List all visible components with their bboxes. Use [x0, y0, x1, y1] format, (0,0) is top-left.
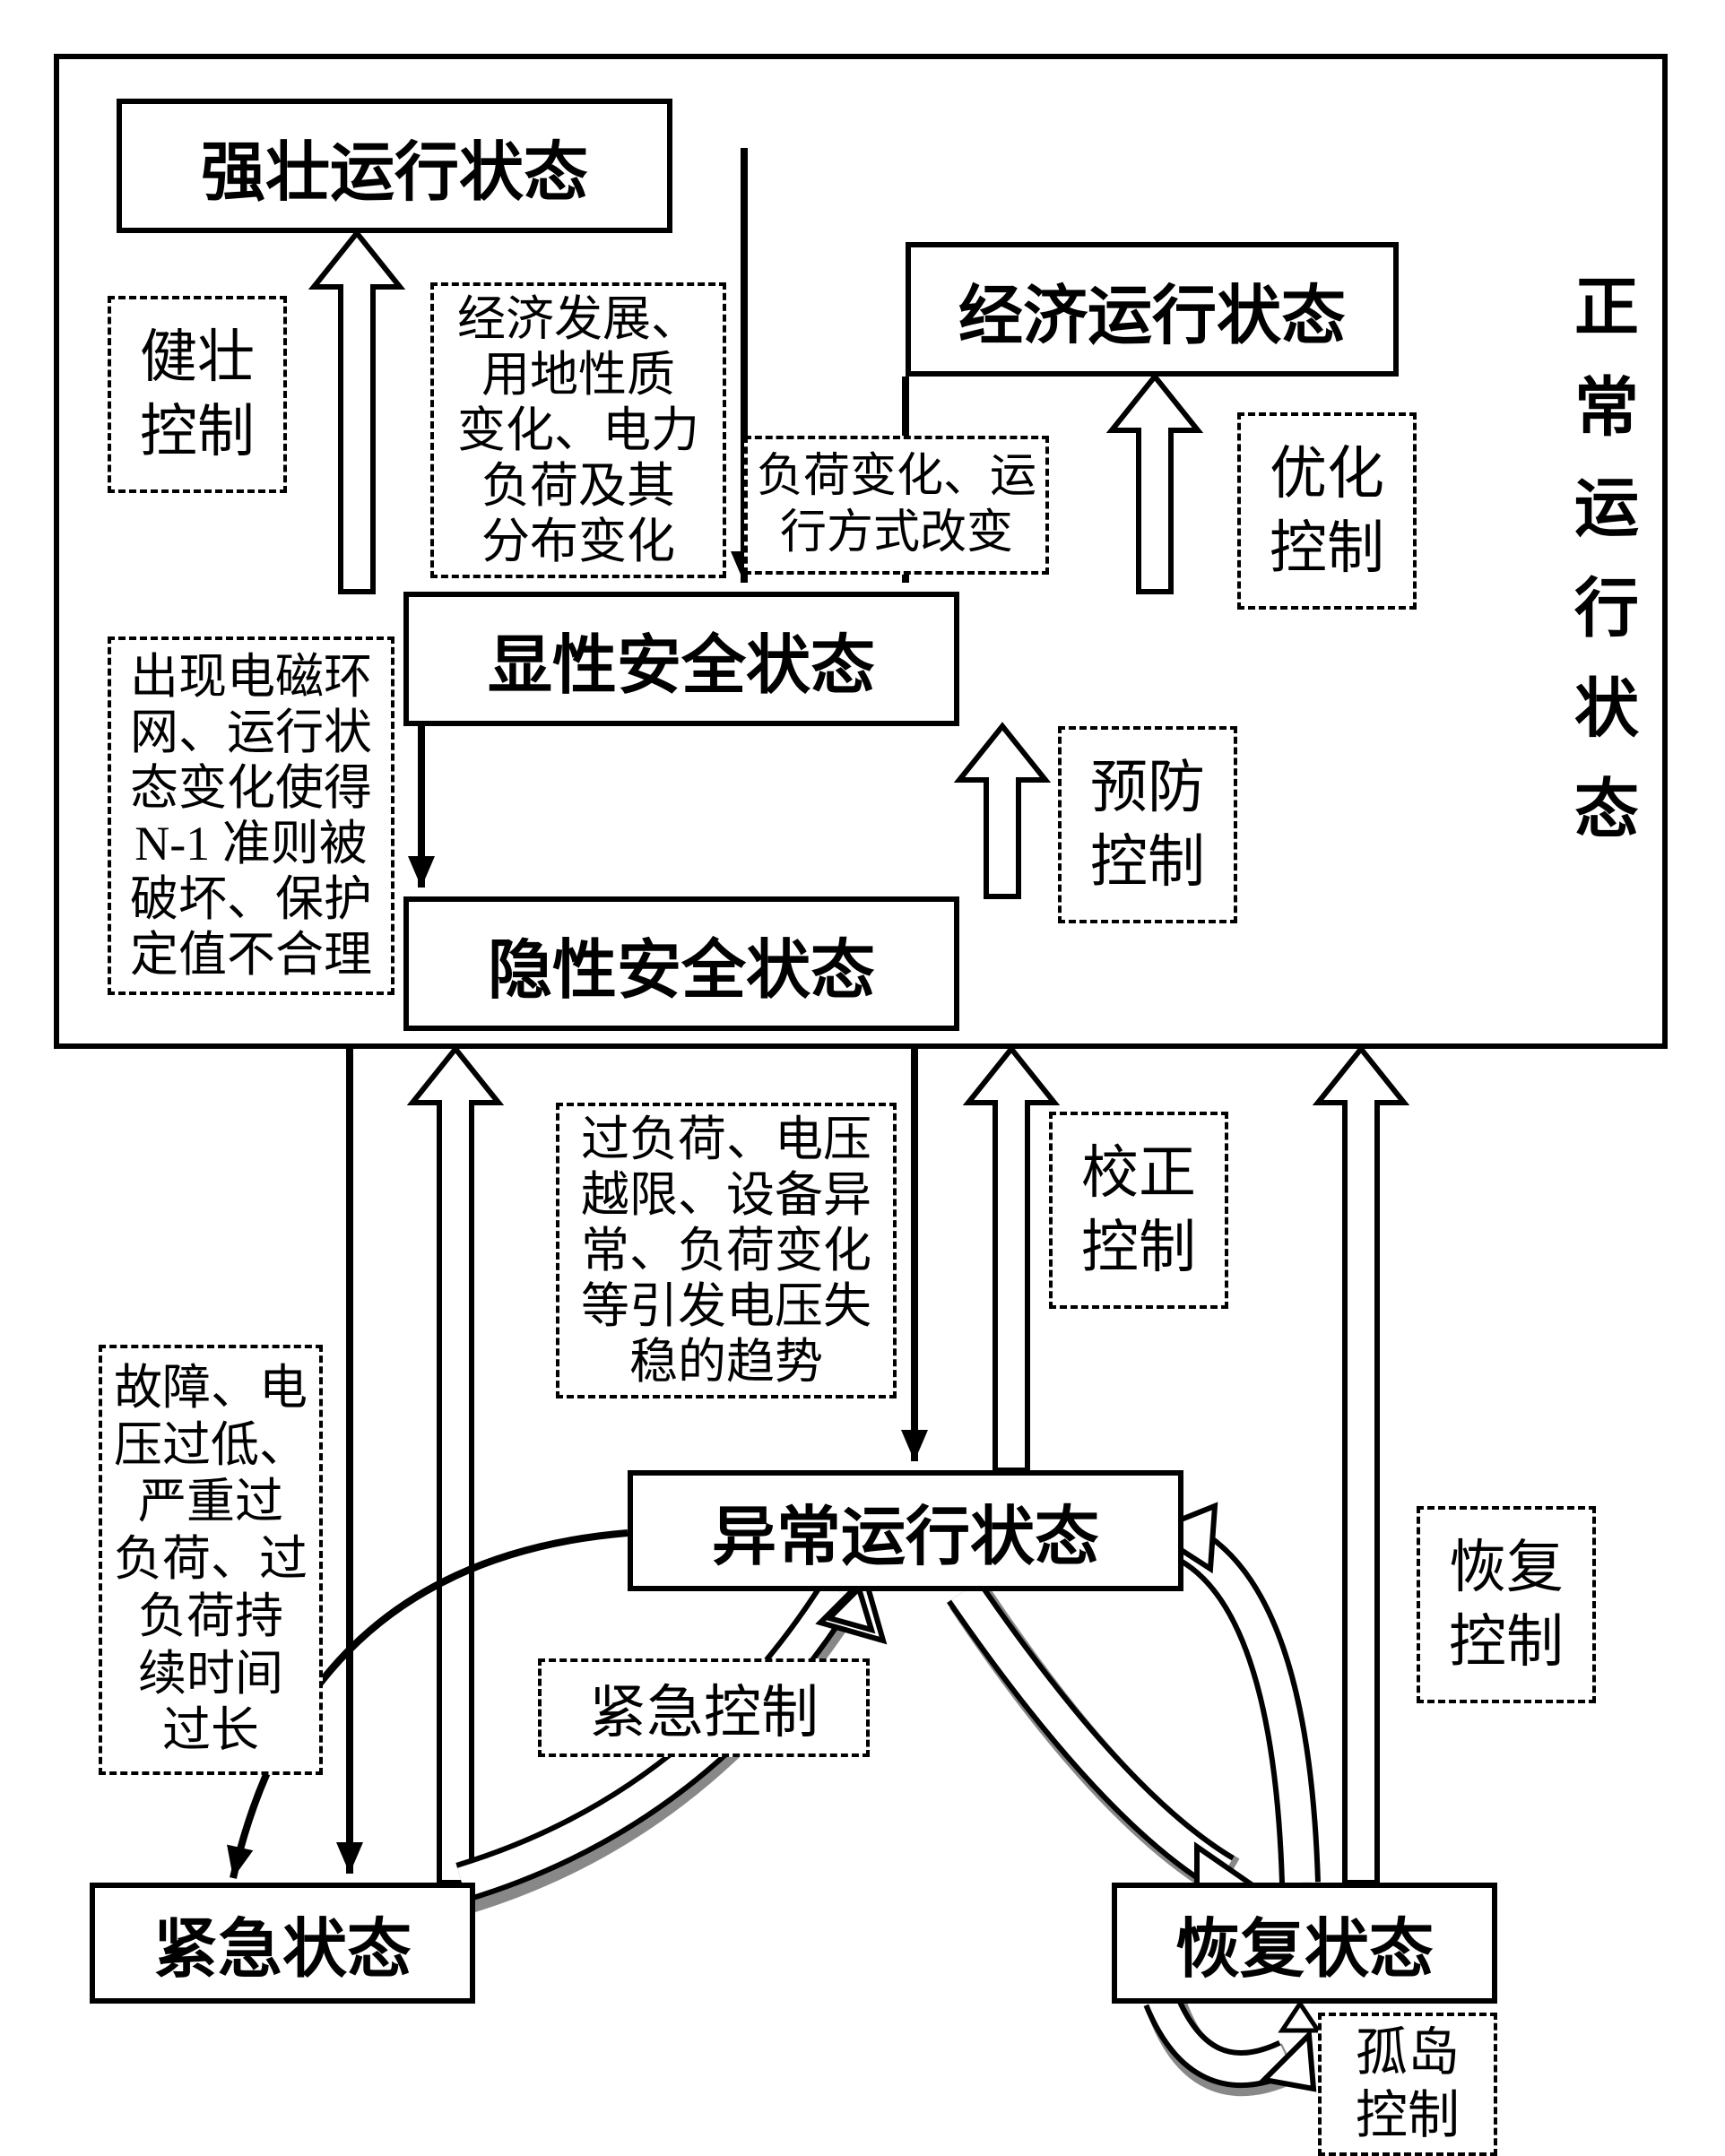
note-overload: 过负荷、电压 越限、设备异 常、负荷变化 等引发电压失 稳的趋势: [556, 1103, 897, 1398]
note-load-change: 负荷变化、运 行方式改变: [744, 436, 1049, 575]
note-prev-ctrl: 预防 控制: [1058, 726, 1237, 923]
node-apparent: 显性安全状态: [403, 592, 959, 726]
note-robust-ctrl: 健壮 控制: [108, 296, 287, 493]
note-corr-ctrl: 校正 控制: [1049, 1112, 1228, 1309]
node-abnormal: 异常运行状态: [628, 1470, 1183, 1591]
node-recovery: 恢复状态: [1112, 1883, 1497, 2004]
arrow-recov-ctrl: [1318, 1049, 1404, 1883]
diagram-canvas: 正常运行状态 强壮运行状态 经济运行状态 显性安全状态 隐性安全状态 异常运行状…: [18, 18, 1707, 2137]
node-emergency: 紧急状态: [90, 1883, 475, 2004]
node-hidden: 隐性安全状态: [403, 896, 959, 1031]
arrow-emergency-to-normal: [412, 1049, 498, 1883]
outer-label: 正常运行状态: [1560, 143, 1641, 1004]
note-island-ctrl: 孤岛 控制: [1318, 2013, 1497, 2156]
note-n1-break: 出现电磁环 网、运行状 态变化使得 N-1 准则被 破坏、保护 定值不合理: [108, 636, 394, 995]
note-recov-ctrl: 恢复 控制: [1417, 1506, 1596, 1703]
node-robust: 强壮运行状态: [117, 99, 672, 233]
arrow-corr-ctrl: [968, 1049, 1054, 1470]
note-fault: 故障、电 压过低、 严重过 负荷、过 负荷持 续时间 过长: [99, 1345, 323, 1775]
note-opt-ctrl: 优化 控制: [1237, 412, 1417, 610]
node-economic: 经济运行状态: [906, 242, 1399, 377]
note-emerg-ctrl: 紧急控制: [538, 1658, 870, 1757]
note-econ-change: 经济发展、 用地性质 变化、电力 负荷及其 分布变化: [430, 282, 726, 578]
